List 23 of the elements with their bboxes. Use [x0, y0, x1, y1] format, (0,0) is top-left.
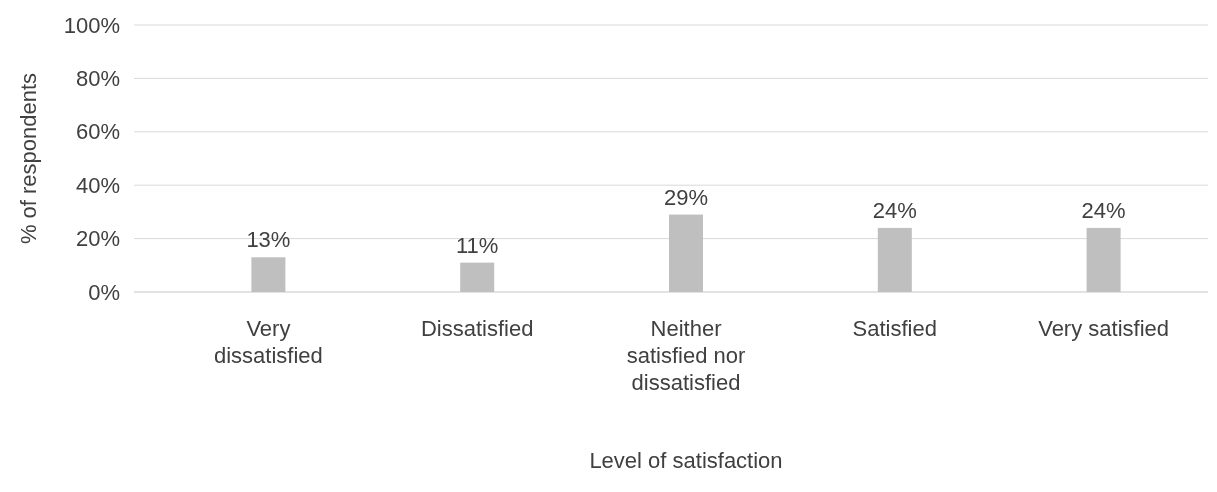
y-tick-label: 40%: [75, 172, 120, 198]
x-axis-title: Level of satisfaction: [589, 448, 783, 473]
x-tick-label: Neither satisfied nor dissatisfied: [626, 316, 746, 395]
data-label: 24%: [872, 197, 917, 223]
data-label: 13%: [246, 227, 291, 253]
x-tick-label: Dissatisfied: [420, 316, 534, 341]
y-tick-label: 60%: [75, 119, 120, 145]
data-label: 11%: [456, 232, 499, 258]
bar: [877, 227, 912, 292]
x-tick-label: Very dissatisfied: [213, 316, 323, 368]
bar: [669, 214, 703, 292]
x-tick-label: Satisfied: [852, 316, 937, 341]
data-label: 24%: [1081, 197, 1126, 223]
data-label: 29%: [663, 184, 709, 210]
y-tick-label: 0%: [88, 279, 120, 305]
x-tick-label: Very satisfied: [1038, 316, 1170, 341]
y-tick-label: 20%: [75, 226, 120, 252]
bar: [460, 262, 495, 292]
bar: [251, 257, 286, 292]
bar: [1086, 227, 1121, 292]
y-tick-label: 100%: [63, 12, 120, 38]
y-tick-label: 80%: [75, 65, 120, 91]
y-axis-title: % of respondents: [16, 72, 41, 245]
